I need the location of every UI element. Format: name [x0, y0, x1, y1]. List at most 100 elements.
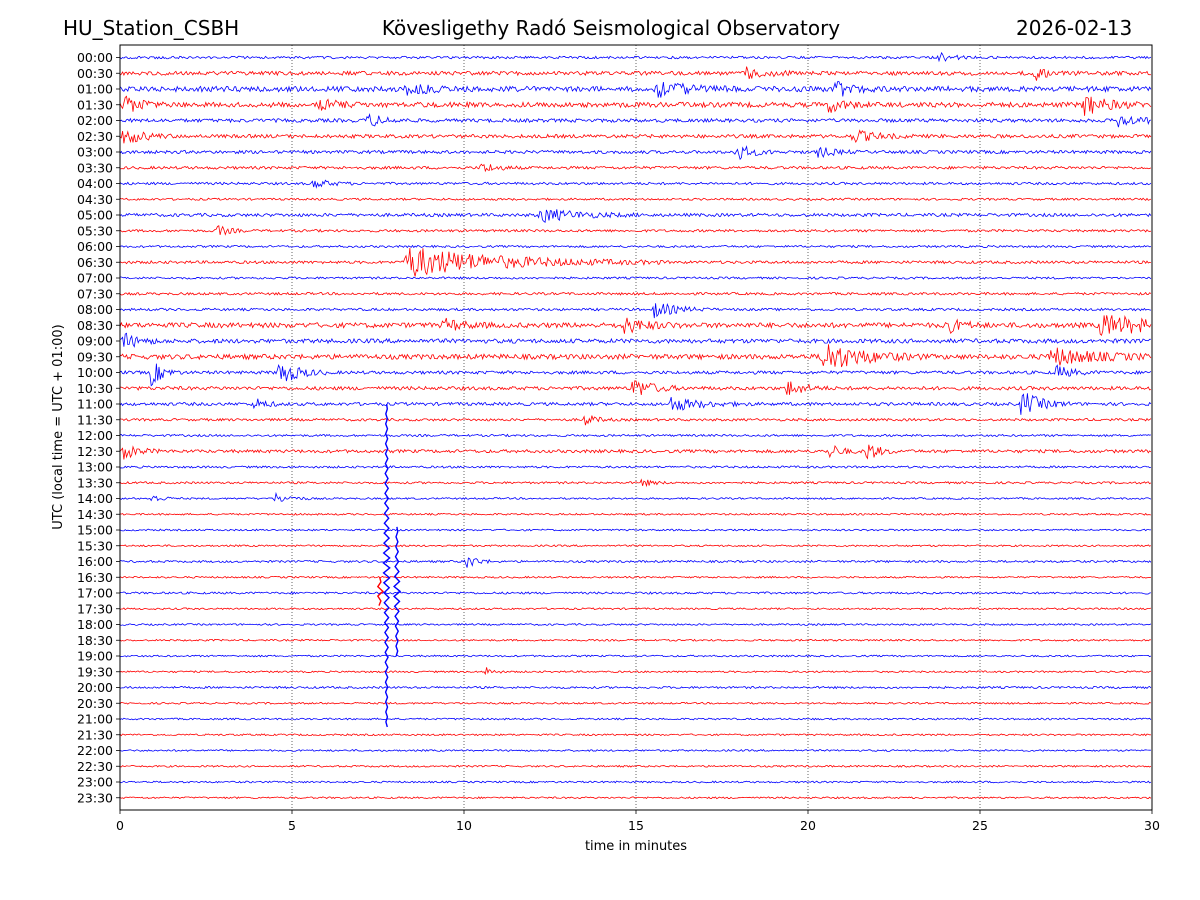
trace-2100 — [119, 717, 1152, 721]
trace-1130 — [119, 415, 1152, 426]
trace-0000 — [119, 51, 1152, 63]
y-tick-label-1300: 13:00 — [77, 460, 113, 475]
trace-1700 — [119, 591, 1151, 595]
trace-1630 — [119, 575, 1151, 579]
y-tick-label-2230: 22:30 — [77, 759, 113, 774]
y-tick-label-0030: 00:30 — [77, 66, 113, 81]
x-tick-label-30: 30 — [1144, 818, 1160, 833]
trace-0600 — [119, 244, 1151, 249]
y-tick-label-0500: 05:00 — [77, 208, 113, 223]
trace-0030 — [119, 66, 1151, 81]
trace-1430 — [119, 512, 1152, 516]
x-tick-label-0: 0 — [116, 818, 124, 833]
y-tick-label-1600: 16:00 — [77, 554, 113, 569]
trace-1200 — [119, 433, 1151, 438]
y-tick-label-0300: 03:00 — [77, 145, 113, 160]
trace-2330 — [119, 796, 1152, 800]
y-tick-label-1930: 19:30 — [77, 664, 113, 679]
y-tick-label-1100: 11:00 — [77, 397, 113, 412]
trace-0130 — [119, 95, 1152, 116]
y-tick-label-2030: 20:30 — [77, 696, 113, 711]
trace-0930 — [119, 344, 1152, 368]
y-tick-label-0330: 03:30 — [77, 160, 113, 175]
y-tick-label-2200: 22:00 — [77, 743, 113, 758]
y-tick-label-0130: 01:30 — [77, 97, 113, 112]
trace-2300 — [119, 780, 1152, 784]
x-tick-label-10: 10 — [456, 818, 472, 833]
y-tick-label-0230: 02:30 — [77, 129, 113, 144]
y-tick-label-0930: 09:30 — [77, 349, 113, 364]
y-tick-label-0100: 01:00 — [77, 82, 113, 97]
trace-0500 — [119, 209, 1152, 223]
y-tick-label-1030: 10:30 — [77, 381, 113, 396]
y-tick-label-1000: 10:00 — [77, 365, 113, 380]
trace-2030 — [119, 701, 1152, 705]
x-tick-label-25: 25 — [972, 818, 988, 833]
x-axis-label: time in minutes — [585, 839, 687, 854]
y-tick-label-1530: 15:30 — [77, 538, 113, 553]
chart-title: Kövesligethy Radó Seismological Observat… — [381, 16, 841, 40]
trace-0330 — [119, 163, 1152, 173]
y-tick-label-1430: 14:30 — [77, 507, 113, 522]
trace-0730 — [119, 291, 1152, 296]
y-tick-label-0700: 07:00 — [77, 271, 113, 286]
trace-1730 — [119, 607, 1152, 611]
y-tick-label-2100: 21:00 — [77, 712, 113, 727]
x-tick-label-15: 15 — [628, 818, 644, 833]
y-tick-label-1400: 14:00 — [77, 491, 113, 506]
y-tick-label-1330: 13:30 — [77, 475, 113, 490]
trace-0100 — [119, 81, 1152, 98]
trace-0530 — [119, 225, 1151, 236]
grid-layer — [291, 45, 981, 810]
y-tick-label-0830: 08:30 — [77, 318, 113, 333]
trace-2130 — [119, 733, 1151, 737]
y-tick-label-0530: 05:30 — [77, 223, 113, 238]
trace-0430 — [119, 197, 1152, 202]
trace-1900 — [119, 654, 1152, 658]
x-tick-label-5: 5 — [288, 818, 296, 833]
event-spike-2 — [393, 526, 402, 657]
y-tick-label-0400: 04:00 — [77, 176, 113, 191]
y-tick-label-0800: 08:00 — [77, 302, 113, 317]
trace-1030 — [119, 380, 1152, 396]
chart-date: 2026-02-13 — [1016, 16, 1133, 40]
y-tick-label-2000: 20:00 — [77, 680, 113, 695]
trace-1100 — [119, 393, 1152, 415]
station-name: HU_Station_CSBH — [63, 16, 240, 40]
y-tick-label-1830: 18:30 — [77, 633, 113, 648]
y-tick-label-0600: 06:00 — [77, 239, 113, 254]
y-tick-label-1900: 19:00 — [77, 649, 113, 664]
trace-2200 — [119, 749, 1151, 752]
trace-0700 — [119, 276, 1152, 280]
trace-0630 — [119, 248, 1152, 277]
y-tick-label-0000: 00:00 — [77, 50, 113, 65]
y-tick-label-2130: 21:30 — [77, 727, 113, 742]
trace-0830 — [119, 314, 1152, 337]
y-tick-label-2300: 23:00 — [77, 775, 113, 790]
spike-layer — [376, 403, 402, 728]
event-spike-3 — [376, 577, 384, 606]
y-tick-label-0730: 07:30 — [77, 286, 113, 301]
trace-2000 — [119, 685, 1152, 690]
trace-2230 — [119, 764, 1152, 768]
trace-1300 — [119, 465, 1152, 469]
y-tick-label-1700: 17:00 — [77, 586, 113, 601]
trace-1400 — [119, 491, 1152, 502]
trace-0900 — [119, 332, 1151, 348]
trace-1530 — [119, 544, 1152, 548]
y-tick-label-0430: 04:30 — [77, 192, 113, 207]
y-tick-label-1800: 18:00 — [77, 617, 113, 632]
trace-0400 — [119, 179, 1152, 189]
y-tick-label-1730: 17:30 — [77, 601, 113, 616]
y-tick-label-2330: 23:30 — [77, 790, 113, 805]
y-tick-label-1200: 12:00 — [77, 428, 113, 443]
y-tick-label-1630: 16:30 — [77, 570, 113, 585]
x-tick-label-20: 20 — [800, 818, 816, 833]
y-tick-label-0900: 09:00 — [77, 334, 113, 349]
trace-1830 — [119, 638, 1151, 642]
trace-0230 — [119, 129, 1152, 144]
trace-1800 — [119, 623, 1152, 626]
y-tick-label-0630: 06:30 — [77, 255, 113, 270]
trace-1230 — [119, 444, 1152, 460]
